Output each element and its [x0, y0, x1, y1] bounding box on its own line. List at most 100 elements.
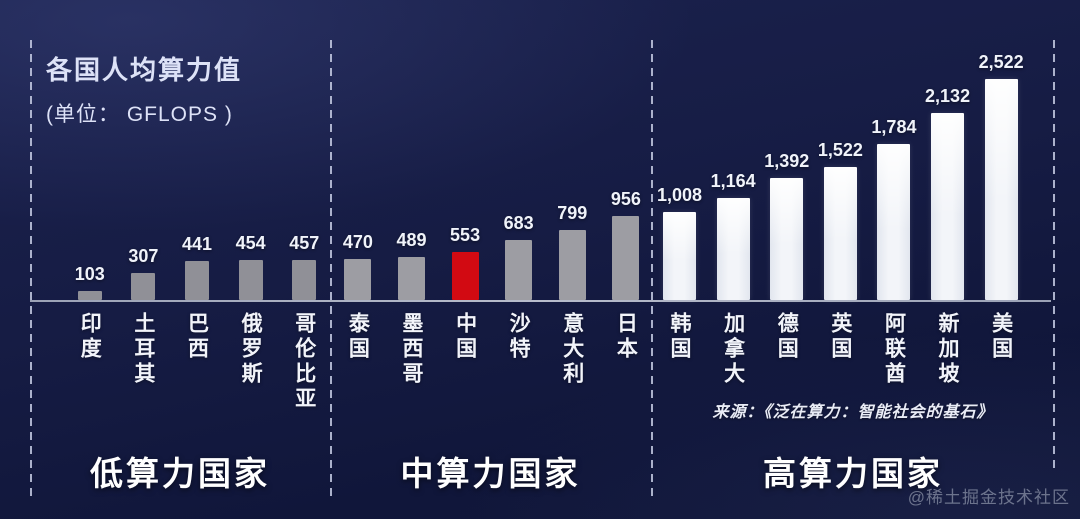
bar: [77, 291, 102, 300]
bar: [451, 252, 479, 300]
country-label: 意大利: [560, 312, 584, 387]
bar: [185, 261, 210, 300]
bar-column: 457: [277, 40, 331, 300]
bar-value-label: 799: [557, 203, 588, 223]
country-label-column: 哥伦比亚: [277, 312, 331, 412]
country-label-column: 沙特: [492, 312, 546, 362]
chart-unit-label: (单位： GFLOPS ): [46, 103, 233, 126]
bar-column: 103: [63, 40, 117, 300]
bar: [612, 216, 640, 300]
country-label: 德国: [775, 312, 799, 362]
country-labels-row: 印度 土耳其 巴西 俄罗斯 哥伦比亚 泰国 墨西哥 中国 沙特 意大利 日本 韩国 加拿大 德国 英国 阿联酋…: [63, 312, 1028, 412]
country-label: 新加坡: [936, 312, 960, 387]
title-block: 各国人均算力值 (单位： GFLOPS ): [46, 50, 242, 128]
bar-value-label: 1,392: [764, 151, 810, 171]
bar-value-label: 1,522: [817, 140, 863, 160]
country-label-column: 中国: [438, 312, 492, 362]
bar-column: 553: [438, 40, 492, 300]
country-label: 沙特: [507, 312, 531, 362]
bar: [877, 144, 911, 300]
bar-value-label: 1,784: [871, 117, 917, 137]
bar-value-label: 441: [182, 234, 213, 254]
bar-column: 1,522: [814, 40, 868, 300]
bar-column: 454: [224, 40, 278, 300]
bar-column: 489: [385, 40, 439, 300]
bar-column: 1,164: [706, 40, 760, 300]
country-label-column: 俄罗斯: [224, 312, 278, 387]
mid-high-group-divider-line: [651, 40, 653, 498]
country-label-column: 巴西: [170, 312, 224, 362]
country-label: 韩国: [668, 312, 691, 362]
bar: [397, 257, 425, 300]
bar: [292, 260, 317, 300]
country-label: 加拿大: [721, 312, 745, 387]
source-note: 来源：《泛在算力：智能社会的基石》: [712, 404, 994, 421]
bar-value-label: 1,164: [710, 171, 756, 191]
country-label: 阿联酋: [882, 312, 906, 387]
bar: [716, 198, 750, 300]
country-label-column: 印度: [63, 312, 117, 362]
low-mid-group-divider-line: [330, 40, 332, 498]
bar: [131, 273, 156, 300]
x-axis-line: [30, 300, 1051, 302]
group-label-low: 低算力国家: [90, 455, 270, 492]
bar-value-label: 2,132: [925, 86, 971, 106]
country-label-column: 加拿大: [706, 312, 760, 387]
country-label-column: 泰国: [331, 312, 385, 362]
bar-column: 2,522: [974, 40, 1028, 300]
bar: [663, 212, 696, 300]
country-label-column: 阿联酋: [867, 312, 921, 387]
country-label: 英国: [828, 312, 852, 362]
country-label-column: 德国: [760, 312, 814, 362]
bar: [931, 113, 965, 300]
bar-value-label: 2,522: [978, 52, 1024, 72]
bar: [823, 167, 857, 300]
bar-value-label: 683: [503, 213, 534, 233]
country-label: 日本: [614, 312, 638, 362]
bar-value-label: 470: [342, 232, 373, 252]
bar-column: 2,132: [921, 40, 975, 300]
country-label: 墨西哥: [399, 312, 423, 387]
group-label-medium: 中算力国家: [400, 455, 581, 492]
bar: [558, 230, 586, 300]
bar-column: 470: [331, 40, 385, 300]
bar-column: 1,008: [653, 40, 707, 300]
country-label-column: 土耳其: [117, 312, 171, 387]
bar: [344, 259, 372, 300]
bar-column: 307: [117, 40, 171, 300]
bar-value-label: 1,008: [656, 185, 703, 205]
country-label-column: 意大利: [545, 312, 599, 387]
country-label-column: 美国: [974, 312, 1028, 362]
bar: [984, 79, 1018, 300]
bars-area: 103 307 441 454 457 470 489 553 683 799 956 1,008 1,…: [63, 40, 1028, 300]
country-label: 中国: [453, 312, 477, 362]
bar: [238, 260, 263, 300]
country-label: 巴西: [185, 312, 209, 362]
bar-value-label: 307: [128, 246, 159, 266]
bar-value-label: 454: [235, 233, 266, 253]
bar-value-label: 553: [450, 225, 481, 245]
bar-column: 441: [170, 40, 224, 300]
country-label-column: 日本: [599, 312, 653, 362]
country-label-column: 英国: [814, 312, 868, 362]
country-label: 美国: [989, 312, 1013, 362]
chart-title: 各国人均算力值: [46, 55, 243, 85]
bar-value-label: 489: [396, 230, 427, 250]
country-label-column: 韩国: [653, 312, 707, 362]
bar-value-label: 956: [610, 189, 641, 209]
bar-column: 1,392: [760, 40, 814, 300]
bar-value-label: 457: [289, 233, 320, 253]
bar-column: 1,784: [867, 40, 921, 300]
bar-column: 683: [492, 40, 546, 300]
watermark-text: @稀土掘金技术社区: [907, 488, 1070, 507]
country-label: 印度: [78, 312, 102, 362]
country-label: 俄罗斯: [239, 312, 263, 387]
country-label-column: 新加坡: [921, 312, 975, 387]
group-label-high: 高算力国家: [763, 455, 943, 492]
country-label-column: 墨西哥: [385, 312, 439, 387]
bar: [770, 178, 804, 300]
bar-column: 956: [599, 40, 653, 300]
left-border-dashed-line: [30, 40, 32, 498]
bar-column: 799: [545, 40, 599, 300]
